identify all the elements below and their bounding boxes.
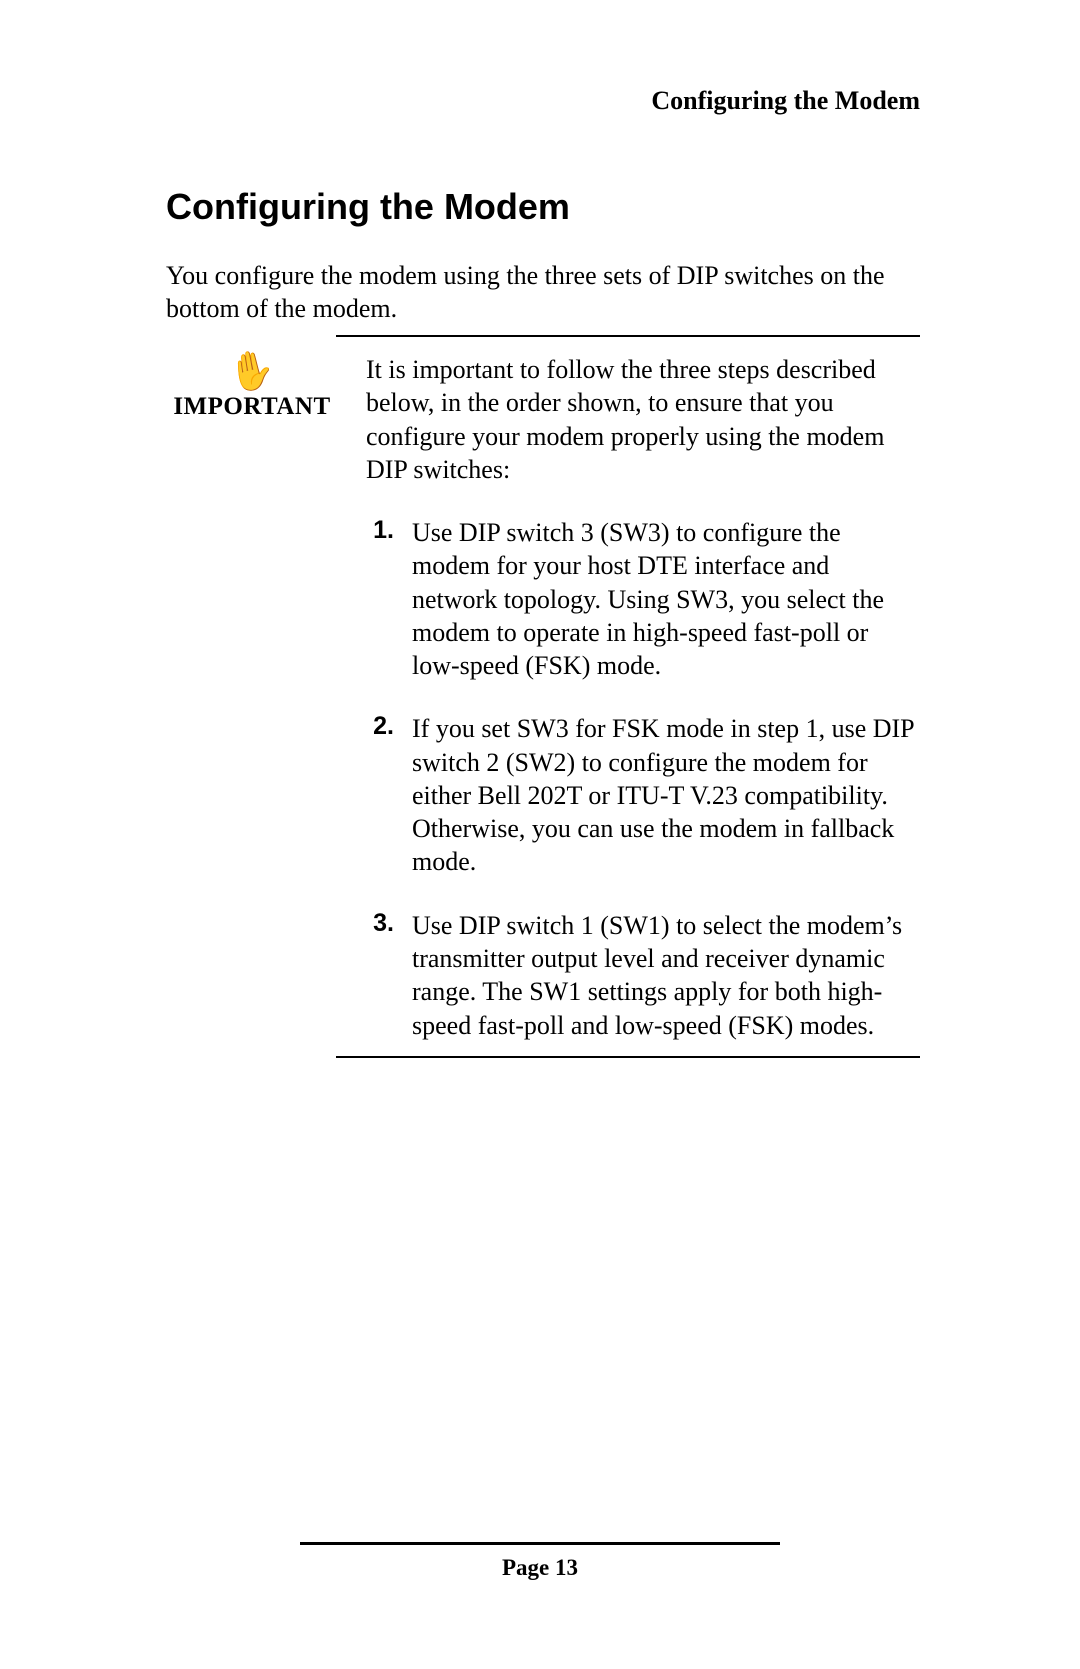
intro-paragraph: You configure the modem using the three … [166,260,920,325]
footer: Page 13 [0,1542,1080,1581]
step-2: 2. If you set SW3 for FSK mode in step 1… [366,712,920,878]
callout-body: It is important to follow the three step… [366,353,920,1042]
step-number: 3. [366,909,394,1042]
step-text: Use DIP switch 1 (SW1) to select the mod… [412,909,920,1042]
page-title: Configuring the Modem [166,186,920,228]
step-1: 1. Use DIP switch 3 (SW3) to configure t… [366,516,920,682]
footer-rule [300,1542,780,1545]
callout-lead: It is important to follow the three step… [366,353,920,486]
important-callout: ✋ IMPORTANT It is important to follow th… [336,335,920,1058]
step-text: Use DIP switch 3 (SW3) to configure the … [412,516,920,682]
page: Configuring the Modem Configuring the Mo… [0,0,1080,1058]
step-number: 2. [366,712,394,878]
step-3: 3. Use DIP switch 1 (SW1) to select the … [366,909,920,1042]
step-number: 1. [366,516,394,682]
running-head: Configuring the Modem [166,86,920,116]
important-label: IMPORTANT [166,393,338,421]
step-text: If you set SW3 for FSK mode in step 1, u… [412,712,920,878]
callout-label-column: ✋ IMPORTANT [166,353,338,1042]
hand-icon: ✋ [225,349,278,395]
page-number: Page 13 [0,1555,1080,1581]
